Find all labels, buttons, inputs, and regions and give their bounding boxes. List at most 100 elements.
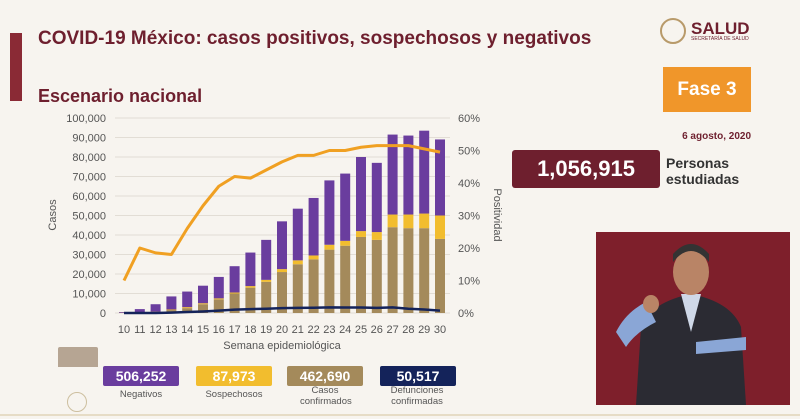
bar-negativos: [182, 291, 193, 308]
phase-badge: Fase 3: [663, 67, 751, 112]
deaths-line: [124, 306, 441, 315]
y2-tick-label: 50%: [458, 146, 480, 158]
bar-negativos: [213, 276, 224, 299]
bar-sospechosos: [403, 214, 414, 229]
x-tick-label: 21: [292, 324, 304, 336]
y-tick-label: 40,000: [72, 230, 106, 242]
bar-confirmados: [324, 249, 335, 313]
bar-negativos: [292, 208, 303, 261]
y2-tick-label: 60%: [458, 113, 480, 125]
seal-icon: [67, 392, 87, 412]
y-tick-label: 30,000: [72, 250, 106, 262]
salud-logo: SALUD SECRETARÍA DE SALUD: [660, 18, 750, 44]
bar-confirmados: [292, 264, 303, 313]
bar-sospechosos: [340, 240, 351, 246]
x-tick-label: 14: [181, 324, 193, 336]
bar-confirmados: [403, 228, 414, 313]
bar-sospechosos: [198, 303, 208, 305]
bar-negativos: [198, 285, 208, 304]
y2-tick-label: 30%: [458, 211, 480, 223]
x-tick-label: 20: [276, 324, 288, 336]
bar-confirmados: [261, 281, 272, 313]
bar-negativos: [371, 162, 382, 233]
bar-negativos: [134, 309, 145, 313]
bar-negativos: [387, 134, 398, 215]
label-confirmados: Casos confirmados: [300, 385, 352, 407]
y-tick-label: 0: [100, 308, 106, 320]
bar-negativos: [403, 135, 414, 215]
bar-sospechosos: [213, 298, 224, 300]
bar-confirmados: [435, 238, 445, 313]
bar-confirmados: [387, 227, 398, 313]
stat-confirmados: 462,690: [287, 366, 363, 386]
tested-label-2: estudiadas: [666, 171, 740, 187]
sign-language-video: [596, 232, 790, 405]
tested-label: Personas estudiadas: [666, 155, 739, 187]
bar-negativos: [245, 252, 256, 287]
bar-confirmados: [340, 245, 351, 313]
x-tick-label: 30: [434, 324, 446, 336]
bar-sospechosos: [166, 309, 177, 311]
bar-sospechosos: [371, 232, 382, 240]
page-title: COVID-19 México: casos positivos, sospec…: [38, 28, 592, 49]
x-tick-label: 18: [244, 324, 256, 336]
x-tick-label: 15: [197, 324, 209, 336]
page-subtitle: Escenario nacional: [38, 86, 203, 106]
x-tick-label: 23: [323, 324, 335, 336]
bar-negativos: [150, 304, 161, 312]
x-tick-label: 25: [355, 324, 367, 336]
bar-sospechosos: [292, 260, 303, 265]
x-tick-label: 13: [165, 324, 177, 336]
y-tick-label: 100,000: [66, 113, 106, 125]
x-tick-label: 22: [307, 324, 319, 336]
bar-confirmados: [277, 272, 287, 313]
bar-negativos: [419, 130, 430, 214]
bar-negativos: [277, 221, 287, 270]
x-tick-label: 29: [418, 324, 430, 336]
bar-sospechosos: [419, 213, 430, 229]
bar-negativos: [435, 139, 445, 216]
x-tick-label: 16: [213, 324, 225, 336]
label-sospechosos: Sospechosos: [205, 389, 263, 400]
bar-confirmados: [245, 287, 256, 313]
bar-negativos: [166, 296, 177, 310]
x-tick-label: 24: [339, 324, 351, 336]
seal-icon: [660, 18, 686, 44]
bar-sospechosos: [229, 292, 240, 294]
bar-negativos: [229, 266, 240, 293]
y-tick-label: 10,000: [72, 289, 106, 301]
bar-sospechosos: [261, 279, 272, 282]
bar-negativos: [356, 157, 366, 232]
y2-tick-label: 10%: [458, 276, 480, 288]
x-tick-label: 12: [149, 324, 161, 336]
bar-sospechosos: [387, 214, 398, 228]
bar-sospechosos: [324, 244, 335, 250]
stat-negativos: 506,252: [103, 366, 179, 386]
divider: [0, 414, 800, 416]
bar-negativos: [340, 173, 351, 241]
y-axis-title: Casos: [47, 199, 59, 231]
bar-confirmados: [308, 259, 319, 313]
x-tick-label: 19: [260, 324, 272, 336]
accent-bar: [10, 33, 22, 101]
decorative-building-icon: [58, 347, 98, 367]
y-tick-label: 60,000: [72, 191, 106, 203]
x-tick-label: 26: [371, 324, 383, 336]
x-tick-label: 28: [402, 324, 414, 336]
x-tick-label: 11: [134, 324, 145, 336]
y-tick-label: 20,000: [72, 269, 106, 281]
bar-sospechosos: [308, 255, 319, 260]
logo-text: SALUD: [691, 18, 750, 38]
y-tick-label: 70,000: [72, 172, 106, 184]
bar-negativos: [308, 197, 319, 256]
label-defunciones: Defunciones confirmadas: [390, 385, 444, 407]
x-tick-label: 27: [386, 324, 398, 336]
bar-sospechosos: [182, 307, 193, 309]
x-tick-label: 17: [228, 324, 240, 336]
y-tick-label: 80,000: [72, 152, 106, 164]
y-tick-label: 90,000: [72, 133, 106, 145]
y2-axis-title: Positividad: [491, 188, 503, 241]
y2-tick-label: 0%: [458, 308, 474, 320]
bar-confirmados: [356, 236, 366, 313]
bar-negativos: [324, 180, 335, 245]
